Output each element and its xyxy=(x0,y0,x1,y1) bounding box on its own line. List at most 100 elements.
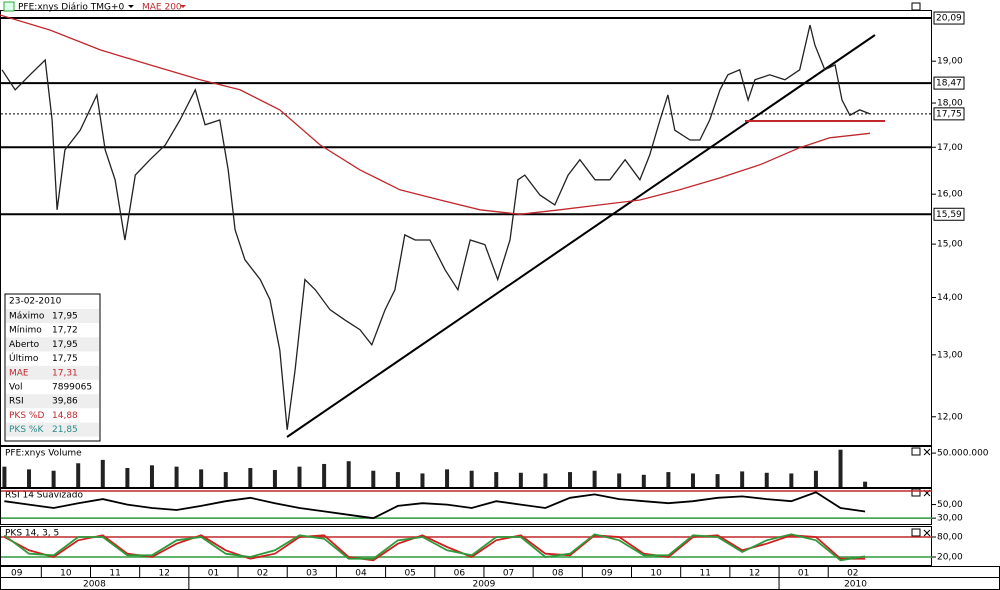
y-tick-label: 50,00 xyxy=(937,500,963,510)
info-row-bg xyxy=(6,309,99,323)
y-tick-label: 16,00 xyxy=(937,190,963,200)
volume-bar xyxy=(199,469,204,487)
y-tick-label: 17,00 xyxy=(937,143,963,153)
volume-bar xyxy=(297,466,302,487)
level-label: 17,75 xyxy=(936,109,962,119)
volume-bar xyxy=(272,470,277,487)
x-tick-label: 09 xyxy=(601,569,613,579)
indicator-label[interactable]: MAE 200 xyxy=(142,3,182,13)
volume-bar xyxy=(690,473,695,487)
dropdown-arrow[interactable] xyxy=(180,5,186,8)
volume-bar xyxy=(223,472,228,487)
symbol-icon[interactable] xyxy=(3,1,15,12)
info-value: 17,95 xyxy=(52,340,78,350)
volume-bar xyxy=(789,473,794,487)
year-label: 2008 xyxy=(83,580,106,590)
info-row-bg xyxy=(6,365,99,380)
maximize-button[interactable] xyxy=(911,447,921,456)
maximize-button[interactable] xyxy=(911,2,921,11)
info-label: Aberto xyxy=(9,340,40,350)
year-label: 2009 xyxy=(472,580,495,590)
series-line xyxy=(4,491,866,520)
volume-panel xyxy=(0,446,932,488)
volume-bar xyxy=(469,470,474,487)
x-tick-label: 02 xyxy=(257,569,268,579)
level-label-box xyxy=(933,207,965,221)
info-value: 17,72 xyxy=(52,326,78,336)
y-tick-label: 80,00 xyxy=(937,533,963,543)
y-tick-label: 19,00 xyxy=(937,57,963,67)
level-label-box xyxy=(933,107,965,121)
info-row-bg xyxy=(6,394,99,409)
volume-bar xyxy=(715,474,720,487)
y-tick-label: 30,00 xyxy=(937,514,963,524)
volume-bar xyxy=(51,470,56,487)
y-tick-label: 14,00 xyxy=(937,293,963,303)
volume-bar xyxy=(445,469,450,487)
x-tick-label: 08 xyxy=(552,569,564,579)
x-tick-label: 10 xyxy=(60,569,72,579)
panel-title: PKS 14, 3, 5 xyxy=(5,529,59,539)
info-label: Vol xyxy=(9,383,22,393)
x-tick-label: 11 xyxy=(700,569,711,579)
volume-bar xyxy=(322,463,327,487)
year-label: 2010 xyxy=(844,580,867,590)
x-tick-label: 04 xyxy=(355,569,367,579)
info-label: PKS %K xyxy=(9,425,44,435)
volume-bar xyxy=(813,470,818,487)
level-label-box xyxy=(933,11,965,25)
level-label: 18,47 xyxy=(936,79,962,89)
volume-bar xyxy=(617,473,622,487)
y-tick-label: 15,00 xyxy=(937,240,963,250)
x-tick-label: 02 xyxy=(847,569,858,579)
y-tick-label: 12,00 xyxy=(937,412,963,422)
y-tick-label: 18,00 xyxy=(937,99,963,109)
trendline xyxy=(286,34,876,438)
volume-bar xyxy=(76,463,81,487)
volume-bar xyxy=(420,473,425,487)
dropdown-arrow[interactable] xyxy=(128,5,134,8)
volume-bar xyxy=(666,472,671,487)
x-tick-label: 01 xyxy=(798,569,809,579)
info-value: 21,85 xyxy=(52,425,78,435)
volume-bar xyxy=(740,471,745,487)
series-line xyxy=(3,533,866,562)
maximize-button[interactable] xyxy=(911,528,921,537)
volume-bar xyxy=(27,469,32,487)
info-value: 7899065 xyxy=(52,383,92,393)
volume-bar xyxy=(543,473,548,487)
pks-panel xyxy=(0,526,932,566)
info-label: PKS %D xyxy=(9,411,44,421)
volume-bar xyxy=(764,472,769,487)
volume-bar xyxy=(568,472,573,487)
info-label: RSI xyxy=(9,397,24,407)
volume-bar xyxy=(346,461,351,487)
level-label-box xyxy=(933,76,965,90)
volume-bar xyxy=(863,481,868,487)
x-tick-label: 03 xyxy=(306,569,317,579)
price-panel xyxy=(0,10,932,446)
close-button[interactable] xyxy=(923,448,931,537)
info-value: 17,95 xyxy=(52,312,78,322)
rsi-panel xyxy=(0,488,932,525)
volume-bar xyxy=(592,470,597,487)
level-label: 15,59 xyxy=(936,210,962,220)
panel-title: RSI 14 Suavizado xyxy=(5,491,84,501)
x-tick-label: 12 xyxy=(159,569,170,579)
symbol-label[interactable]: PFE:xnys Diário TMG+0 xyxy=(18,3,125,13)
info-value: 17,75 xyxy=(52,354,78,364)
volume-bar xyxy=(838,449,843,487)
volume-bar xyxy=(371,470,376,487)
info-box: 23-02-2010 xyxy=(4,293,101,442)
info-date: 23-02-2010 xyxy=(9,297,62,307)
maximize-button[interactable] xyxy=(911,488,921,497)
info-label: Máximo xyxy=(9,312,45,322)
info-value: 14,88 xyxy=(52,411,78,421)
x-tick-label: 01 xyxy=(208,569,219,579)
x-tick-label: 09 xyxy=(11,569,23,579)
series-line xyxy=(1,24,871,430)
volume-bar xyxy=(125,468,130,487)
panel-title: PFE:xnys Volume xyxy=(5,449,82,459)
series-line xyxy=(0,14,871,215)
